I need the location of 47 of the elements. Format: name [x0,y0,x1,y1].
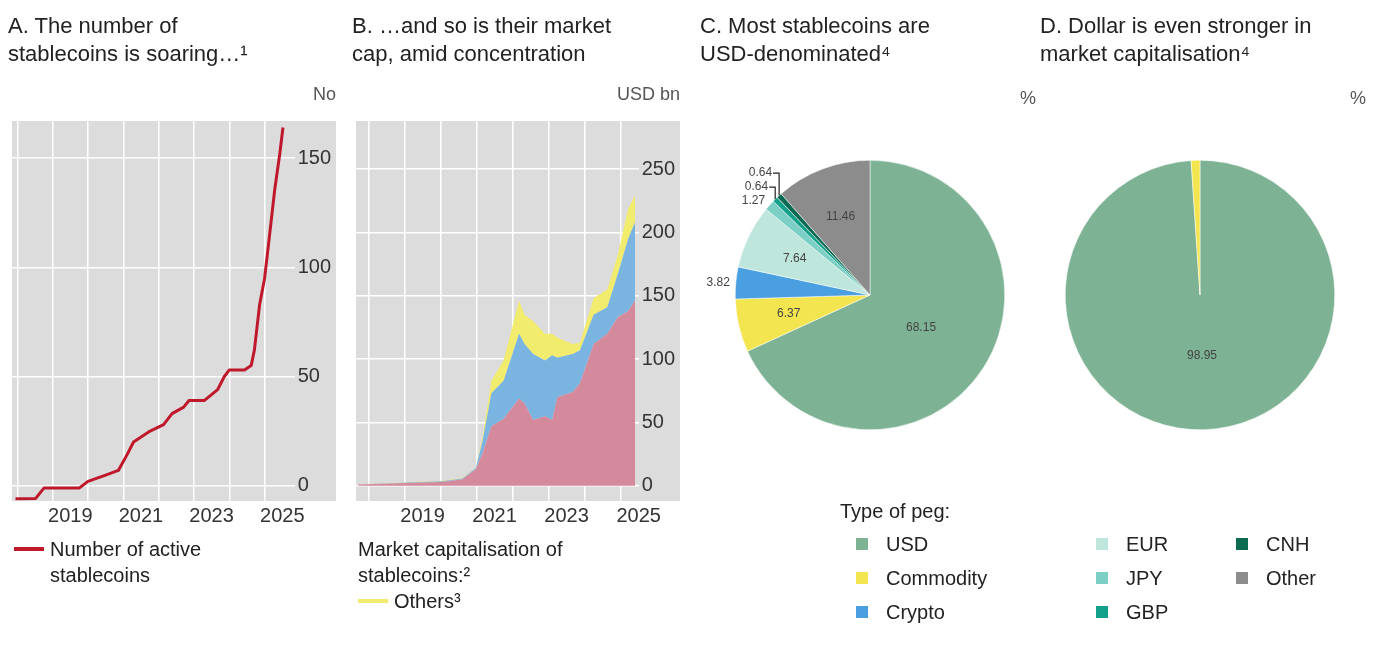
y-tick-label: 150 [297,145,332,168]
legend-label: JPY [1126,566,1163,590]
data-label: 68.15 [906,320,937,335]
y-tick-label: 100 [297,254,332,277]
x-tick-label: 2019 [400,503,445,526]
legend-label: EUR [1126,532,1169,556]
legend-label: Crypto [886,600,945,624]
y-tick-label: 50 [297,364,320,387]
y-tick-label: 0 [641,473,653,496]
legend-label: Number of active stablecoins [50,537,203,588]
text: % [1349,88,1366,109]
y-axis-title: No [312,84,336,105]
legend-title: Type of peg: [840,500,952,523]
data-label: 11.46 [825,209,856,224]
legend-label: Others³ [394,589,462,614]
y-tick-label: 100 [641,346,676,369]
data-label: 0.64 [748,165,773,180]
x-tick-label: 2021 [472,503,517,526]
x-tick-label: 2019 [48,503,93,526]
x-tick-label: 2023 [189,503,234,526]
y-axis-title: USD bn [616,84,680,105]
data-label: 7.64 [783,250,807,265]
y-tick-label: 50 [641,409,664,432]
legend-label: CNH [1266,532,1310,556]
x-tick-label: 2023 [544,503,589,526]
chart-title: B. …and so is their market cap, amid concentration [352,12,613,68]
chart-title: D. Dollar is even stronger in market capitalisation⁴ [1040,12,1313,68]
legend-title: Market capitalisation of stablecoins:² [358,537,564,588]
x-tick-label: 2025 [616,503,661,526]
legend-label: Commodity [886,566,988,590]
data-label: 3.82 [706,274,731,289]
chart-title: A. The number of stablecoins is soaring…¹ [8,12,249,68]
y-tick-label: 200 [641,219,676,242]
chart-title: C. Most stablecoins are USD-denominated⁴ [700,12,931,68]
data-label: 98.95 [1186,347,1218,362]
y-tick-label: 150 [641,283,676,306]
y-tick-label: 0 [297,473,309,496]
text: % [1019,88,1036,109]
x-tick-label: 2025 [260,503,305,526]
data-label: 1.27 [741,193,766,208]
x-tick-label: 2021 [118,503,164,526]
y-tick-label: 250 [641,156,676,179]
legend-label: Other [1266,566,1317,590]
legend-label: GBP [1126,600,1169,624]
data-label: 6.37 [776,306,801,321]
data-label: 0.64 [744,179,769,194]
legend-label: USD [886,532,929,556]
